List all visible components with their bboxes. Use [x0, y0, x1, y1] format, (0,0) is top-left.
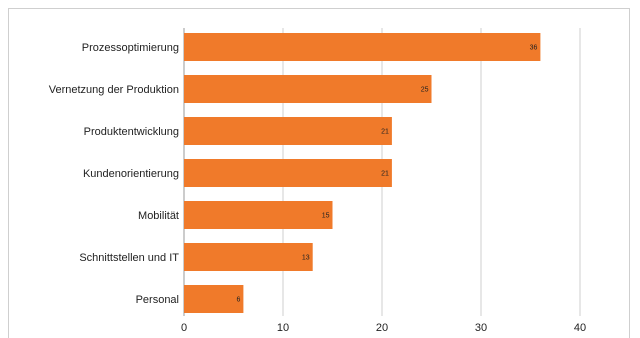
data-label: 15	[322, 213, 330, 220]
bar	[184, 285, 244, 313]
bar	[184, 75, 432, 103]
bars	[184, 33, 541, 313]
x-tick-label: 10	[277, 322, 289, 334]
bar	[184, 201, 333, 229]
x-tick-label: 30	[475, 322, 487, 334]
data-label: 25	[421, 87, 429, 94]
category-label: Personal	[136, 294, 179, 306]
bar	[184, 117, 392, 145]
x-tick-label: 0	[181, 322, 187, 334]
bar	[184, 159, 392, 187]
data-label: 21	[381, 171, 389, 178]
x-tick-label: 20	[376, 322, 388, 334]
data-labels: 36 25 21 21 15 13 6	[236, 45, 537, 304]
data-label: 13	[302, 255, 310, 262]
data-label: 21	[381, 129, 389, 136]
category-label: Mobilität	[138, 210, 179, 222]
x-axis-ticks: 0 10 20 30 40	[181, 322, 586, 334]
data-label: 36	[530, 45, 538, 52]
data-label: 6	[236, 297, 240, 304]
category-labels: Prozessoptimierung Vernetzung der Produkt…	[49, 42, 180, 306]
x-tick-label: 40	[574, 322, 586, 334]
category-label: Produktentwicklung	[84, 126, 179, 138]
category-label: Prozessoptimierung	[82, 42, 179, 54]
bar	[184, 33, 541, 61]
category-label: Schnittstellen und IT	[79, 252, 179, 264]
category-label: Vernetzung der Produktion	[49, 84, 179, 96]
bar	[184, 243, 313, 271]
category-label: Kundenorientierung	[83, 168, 179, 180]
